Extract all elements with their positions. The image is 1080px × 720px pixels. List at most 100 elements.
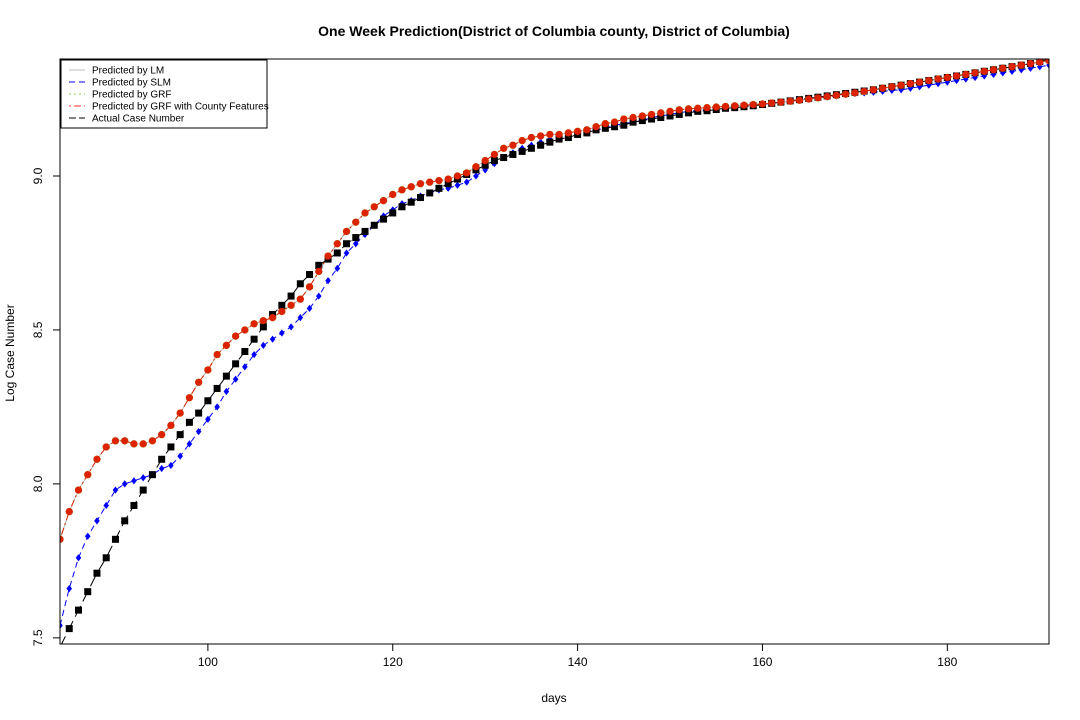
data-point bbox=[453, 172, 462, 180]
data-point bbox=[610, 118, 619, 126]
chart-title: One Week Prediction(District of Columbia… bbox=[318, 23, 790, 39]
data-point bbox=[66, 584, 73, 593]
data-point bbox=[278, 307, 286, 316]
data-point bbox=[130, 501, 138, 509]
data-point bbox=[666, 112, 674, 120]
data-point bbox=[343, 249, 350, 257]
data-point bbox=[148, 437, 157, 445]
data-point bbox=[259, 317, 267, 325]
data-point bbox=[952, 72, 961, 80]
data-point bbox=[657, 114, 665, 121]
x-tick-label: 180 bbox=[937, 655, 957, 669]
data-point bbox=[473, 172, 479, 180]
data-point bbox=[343, 240, 351, 248]
data-point bbox=[232, 375, 239, 383]
data-point bbox=[537, 141, 545, 149]
data-point bbox=[740, 101, 748, 109]
data-point bbox=[315, 261, 323, 269]
data-point bbox=[481, 161, 489, 169]
data-point bbox=[407, 183, 415, 191]
plot-frame bbox=[59, 58, 1050, 645]
y-tick-label: 9.0 bbox=[31, 167, 45, 184]
data-point bbox=[84, 471, 92, 479]
data-point bbox=[324, 252, 332, 260]
data-point bbox=[287, 292, 295, 300]
data-point bbox=[971, 69, 979, 77]
data-point bbox=[592, 123, 600, 131]
data-point bbox=[370, 221, 378, 229]
data-point bbox=[297, 314, 304, 322]
data-point bbox=[472, 163, 480, 171]
data-point bbox=[1008, 63, 1016, 71]
data-point bbox=[306, 271, 314, 279]
data-point bbox=[168, 461, 174, 470]
data-point bbox=[370, 203, 378, 211]
data-point bbox=[259, 323, 267, 331]
data-point bbox=[925, 76, 933, 85]
legend-box bbox=[60, 59, 268, 129]
data-point bbox=[564, 129, 572, 137]
data-point bbox=[962, 70, 970, 78]
data-point bbox=[703, 104, 711, 112]
data-point bbox=[546, 138, 554, 146]
data-point bbox=[185, 394, 194, 402]
data-point bbox=[981, 72, 988, 80]
data-point bbox=[242, 363, 248, 371]
data-point bbox=[407, 198, 415, 206]
data-point bbox=[140, 474, 146, 482]
data-point bbox=[288, 323, 294, 331]
data-point bbox=[490, 150, 499, 159]
data-point bbox=[111, 437, 120, 445]
data-point bbox=[435, 184, 443, 192]
data-point bbox=[148, 471, 156, 479]
data-point bbox=[915, 78, 924, 86]
data-point bbox=[250, 320, 258, 328]
y-axis-label: Log Case Number bbox=[3, 304, 17, 401]
data-point bbox=[112, 486, 119, 494]
data-point bbox=[426, 178, 434, 186]
data-point bbox=[158, 431, 166, 439]
data-point bbox=[305, 283, 314, 291]
data-point bbox=[213, 384, 221, 392]
x-axis-label: days bbox=[541, 691, 566, 705]
data-point bbox=[352, 218, 360, 226]
y-tick-label: 8.0 bbox=[31, 475, 45, 492]
data-point bbox=[1045, 59, 1049, 65]
data-point bbox=[426, 189, 434, 197]
data-point bbox=[916, 83, 923, 91]
data-point bbox=[675, 106, 683, 114]
data-point bbox=[315, 267, 323, 276]
data-point bbox=[481, 157, 489, 165]
data-point bbox=[361, 209, 369, 217]
data-point bbox=[629, 113, 637, 122]
data-point bbox=[444, 175, 452, 183]
data-point bbox=[546, 130, 554, 139]
data-point bbox=[712, 103, 720, 111]
data-point bbox=[222, 341, 230, 349]
legend-label: Predicted by SLM bbox=[92, 78, 171, 89]
data-point bbox=[94, 517, 100, 525]
data-point bbox=[518, 147, 526, 155]
data-point bbox=[906, 80, 914, 88]
data-point bbox=[463, 169, 471, 177]
data-point bbox=[454, 181, 461, 189]
data-point bbox=[463, 178, 470, 186]
data-point bbox=[814, 94, 822, 102]
data-point bbox=[537, 132, 545, 140]
data-point bbox=[186, 440, 193, 448]
data-point bbox=[389, 190, 397, 199]
data-point bbox=[65, 625, 73, 633]
data-point bbox=[334, 264, 341, 272]
data-point bbox=[749, 100, 757, 109]
data-point bbox=[657, 109, 665, 117]
data-point bbox=[684, 105, 693, 113]
data-point bbox=[444, 180, 452, 188]
data-point bbox=[361, 227, 369, 235]
data-point bbox=[204, 397, 212, 405]
data-point bbox=[342, 227, 351, 236]
legend-label: Predicted by LM bbox=[92, 66, 164, 77]
data-point bbox=[842, 90, 850, 98]
data-point bbox=[195, 427, 202, 436]
